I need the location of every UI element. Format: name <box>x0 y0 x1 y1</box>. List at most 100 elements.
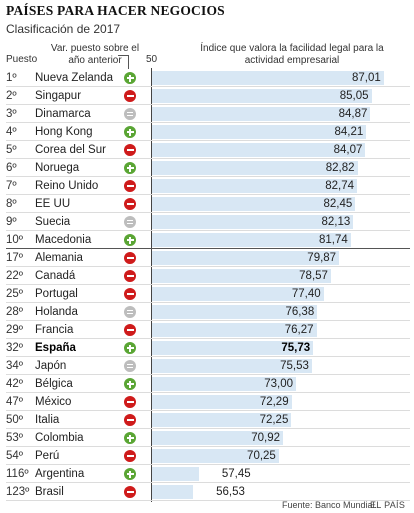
rank-label: 2º <box>6 90 17 102</box>
rank-down-icon <box>124 180 136 192</box>
rank-down-icon <box>124 270 136 282</box>
country-label: Reino Unido <box>35 180 99 192</box>
value-label: 75,73 <box>281 342 311 354</box>
rank-label: 53º <box>6 432 23 444</box>
value-label: 84,87 <box>338 108 368 120</box>
row-separator <box>6 482 410 483</box>
table-row: 8º EE UU 82,45 <box>0 195 414 213</box>
row-separator <box>6 356 410 357</box>
rank-down-icon <box>124 396 136 408</box>
index-bar <box>152 305 318 319</box>
table-row: 32º España 75,73 <box>0 339 414 357</box>
value-label: 77,40 <box>291 288 321 300</box>
value-label: 84,21 <box>334 126 364 138</box>
rank-up-icon <box>124 234 136 246</box>
value-label: 82,82 <box>325 162 355 174</box>
rank-label: 7º <box>6 180 17 192</box>
country-label: Macedonia <box>35 234 92 246</box>
index-bar <box>152 377 297 391</box>
country-label: Argentina <box>35 468 85 480</box>
value-label: 72,29 <box>259 396 289 408</box>
value-label: 76,38 <box>285 306 315 318</box>
table-row: 17º Alemania 79,87 <box>0 249 414 267</box>
value-label: 72,25 <box>259 414 289 426</box>
index-bar <box>152 467 199 481</box>
row-separator <box>6 230 410 231</box>
rank-label: 3º <box>6 108 17 120</box>
rank-label: 50º <box>6 414 23 426</box>
table-row: 10º Macedonia 81,74 <box>0 231 414 249</box>
index-bar <box>152 71 384 85</box>
value-label: 87,01 <box>352 72 381 84</box>
index-bar <box>152 395 292 409</box>
value-label: 56,53 <box>216 486 245 498</box>
rank-same-icon <box>124 108 136 120</box>
table-row: 116º Argentina 57,45 <box>0 465 414 483</box>
country-label: Corea del Sur <box>35 144 106 156</box>
table-row: 34º Japón 75,53 <box>0 357 414 375</box>
country-label: Holanda <box>35 306 78 318</box>
chart-title: PAÍSES PARA HACER NEGOCIOS <box>6 3 225 18</box>
index-bar <box>152 341 314 355</box>
country-label: Francia <box>35 324 74 336</box>
rank-label: 34º <box>6 360 23 372</box>
table-row: 4º Hong Kong 84,21 <box>0 123 414 141</box>
row-separator <box>6 122 410 123</box>
value-label: 75,53 <box>280 360 309 372</box>
row-separator <box>6 392 410 393</box>
table-row: 42º Bélgica 73,00 <box>0 375 414 393</box>
table-row: 9º Suecia 82,13 <box>0 213 414 231</box>
table-row: 123º Brasil 56,53 <box>0 483 414 501</box>
row-separator <box>6 194 410 195</box>
table-row: 53º Colombia 70,92 <box>0 429 414 447</box>
country-label: España <box>35 342 76 354</box>
rank-up-icon <box>124 162 136 174</box>
index-bar <box>152 215 354 229</box>
value-label: 70,92 <box>251 432 281 444</box>
rank-down-icon <box>124 90 136 102</box>
country-label: Japón <box>35 360 67 372</box>
table-row: 7º Reino Unido 82,74 <box>0 177 414 195</box>
row-separator <box>6 86 410 87</box>
country-label: Singapur <box>35 90 82 102</box>
index-bar <box>152 233 351 247</box>
index-bar <box>152 143 366 157</box>
rank-label: 6º <box>6 162 17 174</box>
row-separator <box>6 428 410 429</box>
index-column-header: Índice que valora la facilidad legal par… <box>200 43 384 66</box>
rank-label: 10º <box>6 234 23 246</box>
index-bar <box>152 287 324 301</box>
rank-label: 29º <box>6 324 23 336</box>
country-label: Dinamarca <box>35 108 91 120</box>
index-bar <box>152 89 372 103</box>
rank-label: 54º <box>6 450 23 462</box>
table-row: 47º México 72,29 <box>0 393 414 411</box>
rank-down-icon <box>124 288 136 300</box>
row-separator <box>6 212 410 213</box>
country-label: EE UU <box>35 198 71 210</box>
table-row: 5º Corea del Sur 84,07 <box>0 141 414 159</box>
rank-up-icon <box>124 126 136 138</box>
country-label: Nueva Zelanda <box>35 72 113 84</box>
row-separator <box>6 176 410 177</box>
country-label: Perú <box>35 450 60 462</box>
row-separator <box>6 284 410 285</box>
ranking-table: 1º Nueva Zelanda 87,01 2º Singapur 85,05 3º Din… <box>0 69 414 501</box>
row-separator <box>6 302 410 303</box>
rank-same-icon <box>124 216 136 228</box>
axis-start-label: 50 <box>146 54 158 65</box>
country-label: Bélgica <box>35 378 73 390</box>
rank-label: 32º <box>6 342 23 354</box>
value-label: 85,05 <box>339 90 369 102</box>
row-separator <box>6 338 410 339</box>
index-bar <box>152 197 356 211</box>
header-bracket <box>118 55 129 66</box>
index-bar <box>152 161 358 175</box>
value-label: 82,45 <box>323 198 353 210</box>
row-separator <box>6 410 410 411</box>
value-label: 81,74 <box>319 234 348 246</box>
row-separator <box>6 374 410 375</box>
row-separator <box>6 248 410 249</box>
change-column-header: Var. puesto sobre el año anterior <box>50 43 140 66</box>
rank-label: 22º <box>6 270 23 282</box>
